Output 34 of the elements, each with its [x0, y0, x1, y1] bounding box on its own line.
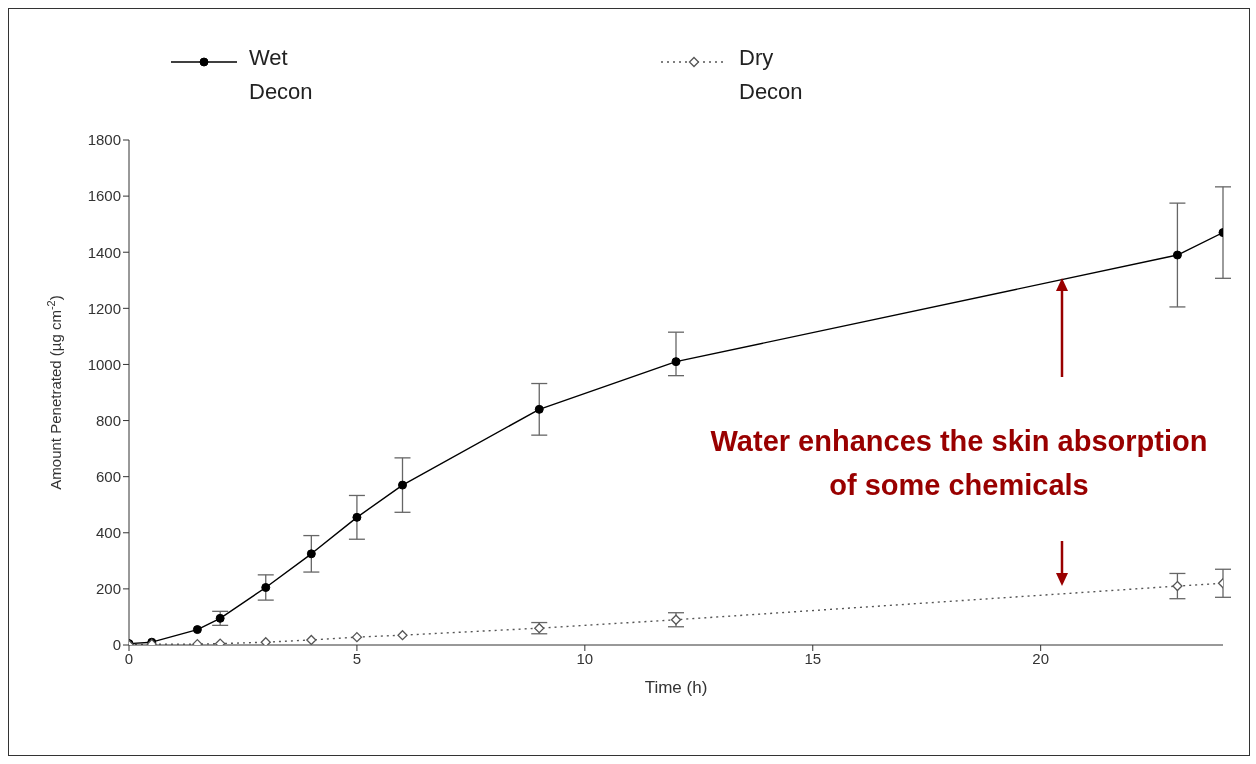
point	[351, 631, 363, 643]
y-tick-label: 1200	[87, 299, 121, 317]
point	[671, 357, 681, 367]
point	[1172, 250, 1182, 260]
point	[398, 480, 407, 490]
point	[1172, 580, 1183, 592]
y-tick-label: 1600	[87, 187, 121, 205]
point	[306, 549, 316, 559]
point	[261, 582, 271, 592]
legend-label: Dry Decon	[739, 44, 804, 106]
x-tick-label: 15	[804, 649, 822, 667]
y-tick-label: 1400	[87, 243, 121, 261]
x-axis-title: Time (h)	[644, 678, 708, 697]
point	[215, 613, 225, 623]
y-tick-label: 1800	[87, 131, 121, 149]
point	[534, 404, 544, 414]
point	[192, 625, 202, 635]
y-tick-label: 0	[112, 636, 121, 654]
legend-label: Wet Decon	[249, 44, 314, 106]
point	[534, 623, 545, 634]
x-tick-label: 10	[576, 649, 594, 667]
x-tick-label: 20	[1032, 649, 1050, 667]
point	[352, 512, 362, 522]
x-tick-label: 5	[352, 649, 362, 667]
annotation: Water enhances the skin absorption of some chemicals	[709, 424, 1209, 503]
point	[306, 634, 317, 645]
y-tick-label: 600	[95, 467, 121, 485]
point	[397, 630, 408, 641]
point	[260, 637, 271, 645]
y-tick-label: 400	[95, 524, 121, 542]
y-tick-label: 200	[95, 580, 121, 598]
x-tick-label: 0	[124, 649, 134, 667]
y-tick-label: 800	[95, 411, 121, 429]
y-tick-label: 1000	[87, 355, 121, 373]
